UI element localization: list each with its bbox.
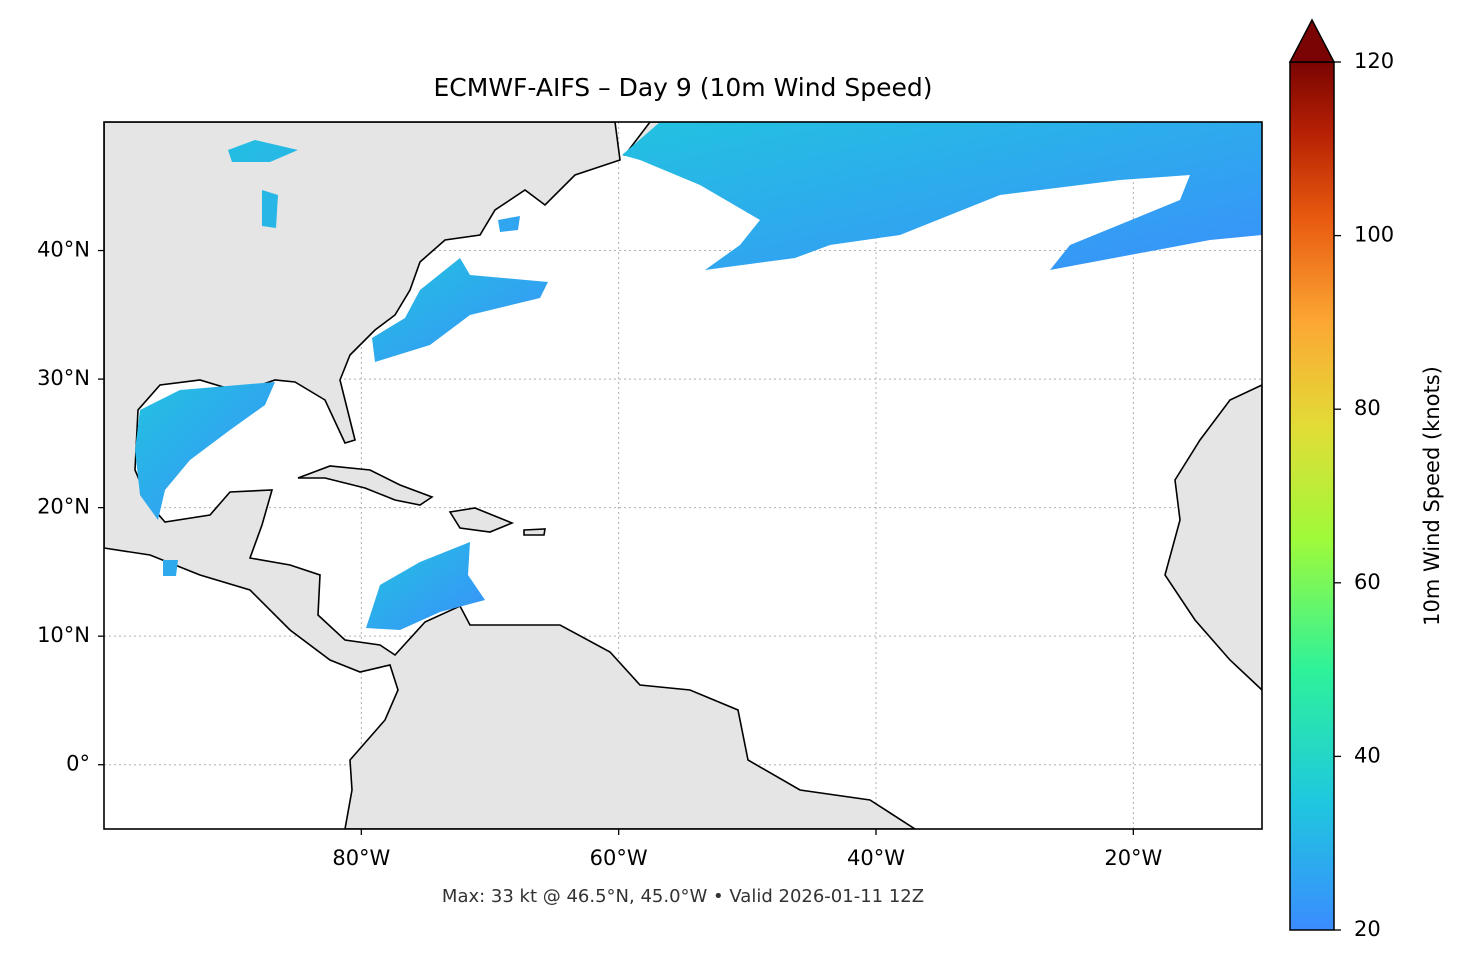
y-tick-label: 20°N <box>37 495 90 519</box>
x-tick-label: 80°W <box>332 846 390 870</box>
wind-area <box>135 382 275 520</box>
colorbar-tick-label: 80 <box>1354 396 1381 420</box>
colorbar <box>1289 61 1335 931</box>
map-title: ECMWF-AIFS – Day 9 (10m Wind Speed) <box>434 73 933 102</box>
cuba <box>297 465 434 506</box>
x-tick-label: 40°W <box>847 846 905 870</box>
colorbar-extend <box>1288 18 1336 63</box>
wind-area <box>366 542 485 630</box>
y-tick-label: 30°N <box>37 366 90 390</box>
colorbar-label: 10m Wind Speed (knots) <box>1420 366 1444 626</box>
colorbar-tick-label: 100 <box>1354 223 1394 247</box>
colorbar-tick-label: 60 <box>1354 570 1381 594</box>
colorbar-tick-label: 20 <box>1354 917 1381 941</box>
americas <box>104 122 917 829</box>
x-tick-label: 60°W <box>590 846 648 870</box>
map-footer: Max: 33 kt @ 46.5°N, 45.0°W • Valid 2026… <box>442 886 924 907</box>
wind-area <box>622 122 1262 270</box>
map-frame <box>103 121 1263 830</box>
colorbar-tick-label: 120 <box>1354 49 1394 73</box>
wind-field <box>135 122 1262 630</box>
wind-area <box>372 258 548 362</box>
africa <box>1164 384 1262 692</box>
x-tick-label: 20°W <box>1104 846 1162 870</box>
y-tick-label: 10°N <box>37 623 90 647</box>
colorbar-tick-label: 40 <box>1354 743 1381 767</box>
map-area <box>104 122 1262 829</box>
hispaniola <box>448 507 515 533</box>
y-tick-label: 0° <box>66 752 90 776</box>
puerto-rico <box>523 528 546 536</box>
y-tick-label: 40°N <box>37 238 90 262</box>
